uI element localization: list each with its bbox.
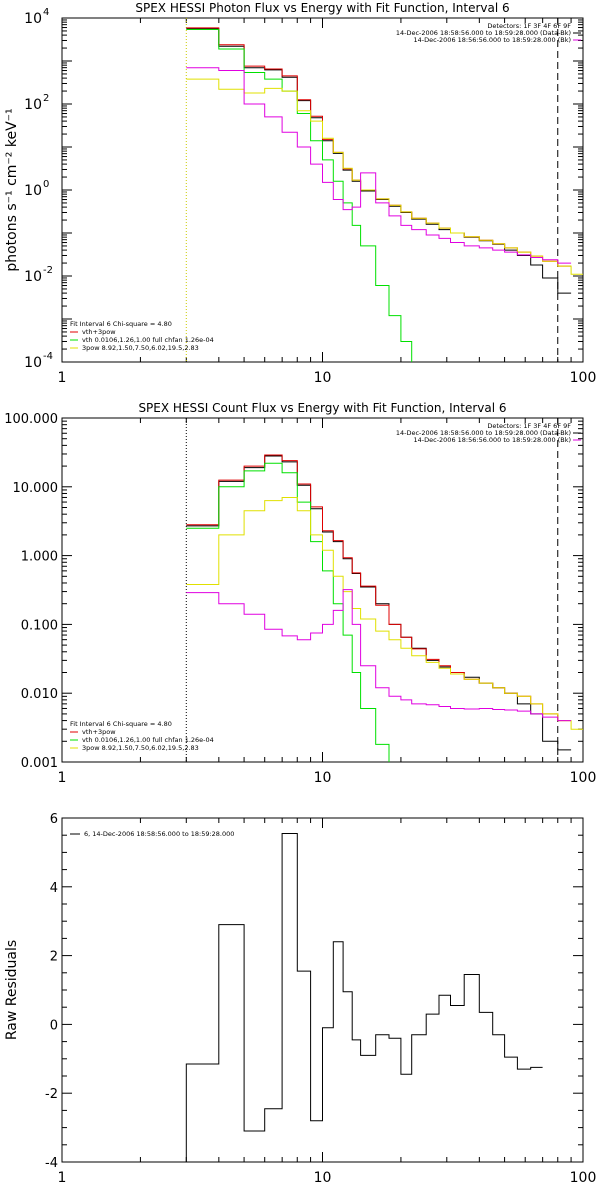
x-tick-label: 100	[570, 1170, 597, 1186]
info-line: 14-Dec-2006 18:56:56.000 to 18:59:28.000…	[414, 436, 572, 444]
y-tick-label: 4	[50, 881, 58, 896]
y-tick-label-base: 10	[24, 269, 42, 285]
x-tick-label: 1	[58, 770, 67, 786]
series-line-2	[186, 29, 413, 362]
fit-legend-line: Fit Interval 6 Chi-square = 4.80	[70, 720, 172, 728]
y-tick-exponent: 4	[43, 7, 49, 18]
plot-data	[185, 418, 583, 762]
x-tick-label: 10	[314, 1170, 332, 1186]
series-line-0	[186, 28, 572, 294]
count-flux-panel: SPEX HESSI Count Flux vs Energy with Fit…	[4, 401, 596, 786]
info-line: 14-Dec-2006 18:56:56.000 to 18:59:28.000…	[414, 36, 572, 44]
series-line-4	[186, 67, 572, 264]
series-line-2	[186, 462, 390, 762]
y-tick-label: 10.000	[13, 481, 59, 496]
y-tick-label: 10	[24, 355, 42, 371]
y-tick-exponent: -2	[43, 265, 53, 276]
plot-frame	[61, 17, 584, 363]
series-line-0	[185, 833, 543, 1162]
residual-legend-label: 6, 14-Dec-2006 18:58:56.000 to 18:59:28.…	[84, 830, 234, 838]
fit-legend-line: vth 0.0106,1.26,1.00 full chfan 1.26e-04	[82, 336, 214, 344]
series-line-3	[186, 497, 583, 730]
y-tick-label: -4	[45, 1156, 58, 1171]
fit-legend-line: 3pow 8.92,1.50,7.50,6.02,19.5,2.83	[82, 744, 199, 752]
y-tick-label: 10	[24, 97, 42, 113]
y-axis-label: photons s⁻¹ cm⁻² keV⁻¹	[4, 108, 20, 271]
fit-legend-line: 3pow 8.92,1.50,7.50,6.02,19.5,2.83	[82, 344, 199, 352]
y-tick-label-base: 10	[24, 183, 42, 199]
y-tick-label: 100.000	[4, 412, 58, 427]
y-tick-exponent: -4	[43, 351, 53, 362]
x-tick-label: 1	[58, 370, 67, 386]
series-line-3	[186, 78, 583, 275]
y-axis-label: Raw Residuals	[4, 940, 20, 1040]
fit-legend-line: vth 0.0106,1.26,1.00 full chfan 1.26e-04	[82, 736, 214, 744]
y-tick-label: 10	[24, 11, 42, 27]
x-tick-label: 10	[314, 770, 332, 786]
y-tick-label: 6	[50, 812, 58, 827]
fit-legend-line: vth+3pow	[82, 728, 116, 736]
y-tick-label: 0.010	[21, 687, 58, 702]
plot-data	[185, 18, 583, 362]
plot-data	[185, 833, 543, 1162]
x-tick-label: 100	[570, 770, 597, 786]
y-tick-label: 10	[24, 269, 42, 285]
y-tick-exponent: 2	[43, 93, 49, 104]
y-tick-label: 0	[50, 1018, 58, 1033]
x-tick-label: 10	[314, 370, 332, 386]
y-tick-label: 1.000	[21, 550, 58, 565]
fit-legend-line: Fit Interval 6 Chi-square = 4.80	[70, 320, 172, 328]
series-line-0	[186, 455, 572, 751]
info-line: Detectors: 1F 3F 4F 6F 9F	[487, 422, 571, 430]
residuals-panel: 1 10 100 -4 -2 0 2 4 6 Raw Residuals 6, 14-Dec-200…	[4, 812, 596, 1186]
y-tick-exponent: 0	[43, 179, 49, 190]
y-tick-label: 2	[50, 950, 58, 965]
y-tick-label: 0.100	[21, 618, 58, 633]
y-tick-label-base: 10	[24, 11, 42, 27]
x-tick-label: 1	[58, 1170, 67, 1186]
y-tick-label: -2	[45, 1087, 58, 1102]
chart-title: SPEX HESSI Photon Flux vs Energy with Fi…	[135, 1, 509, 15]
y-tick-label-base: 10	[24, 355, 42, 371]
y-tick-label: 10	[24, 183, 42, 199]
y-tick-label: 0.001	[21, 756, 58, 771]
info-line: Detectors: 1F 3F 4F 6F 9F	[487, 22, 571, 30]
fit-legend-line: vth+3pow	[82, 328, 116, 336]
info-line: 14-Dec-2006 18:58:56.000 to 18:59:28.000…	[396, 429, 571, 437]
chart-title: SPEX HESSI Count Flux vs Energy with Fit…	[138, 401, 506, 415]
x-tick-label: 100	[570, 370, 597, 386]
series-line-4	[186, 589, 572, 722]
photon-flux-panel: SPEX HESSI Photon Flux vs Energy with Fi…	[4, 1, 596, 386]
y-tick-label-base: 10	[24, 97, 42, 113]
info-line: 14-Dec-2006 18:58:56.000 to 18:59:28.000…	[396, 29, 571, 37]
series-line-1	[186, 454, 572, 722]
